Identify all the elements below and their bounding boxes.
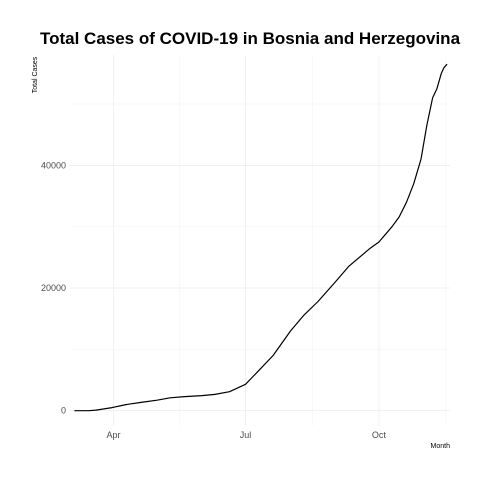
x-tick-label: Oct [372,430,387,440]
x-tick-label: Jul [240,430,252,440]
grid [70,55,450,426]
y-tick-label: 0 [61,406,66,416]
x-axis-title: Month [431,443,451,450]
y-tick-label: 20000 [41,283,66,293]
data-layer [74,63,448,412]
y-tick-label: 40000 [41,160,66,170]
series-line [74,63,448,412]
y-axis-title: Total Cases [32,56,39,93]
chart-title: Total Cases of COVID-19 in Bosnia and He… [40,29,461,48]
x-tick-label: Apr [107,430,121,440]
axis-labels: 0 20000 40000 Apr Jul Oct [41,160,386,440]
